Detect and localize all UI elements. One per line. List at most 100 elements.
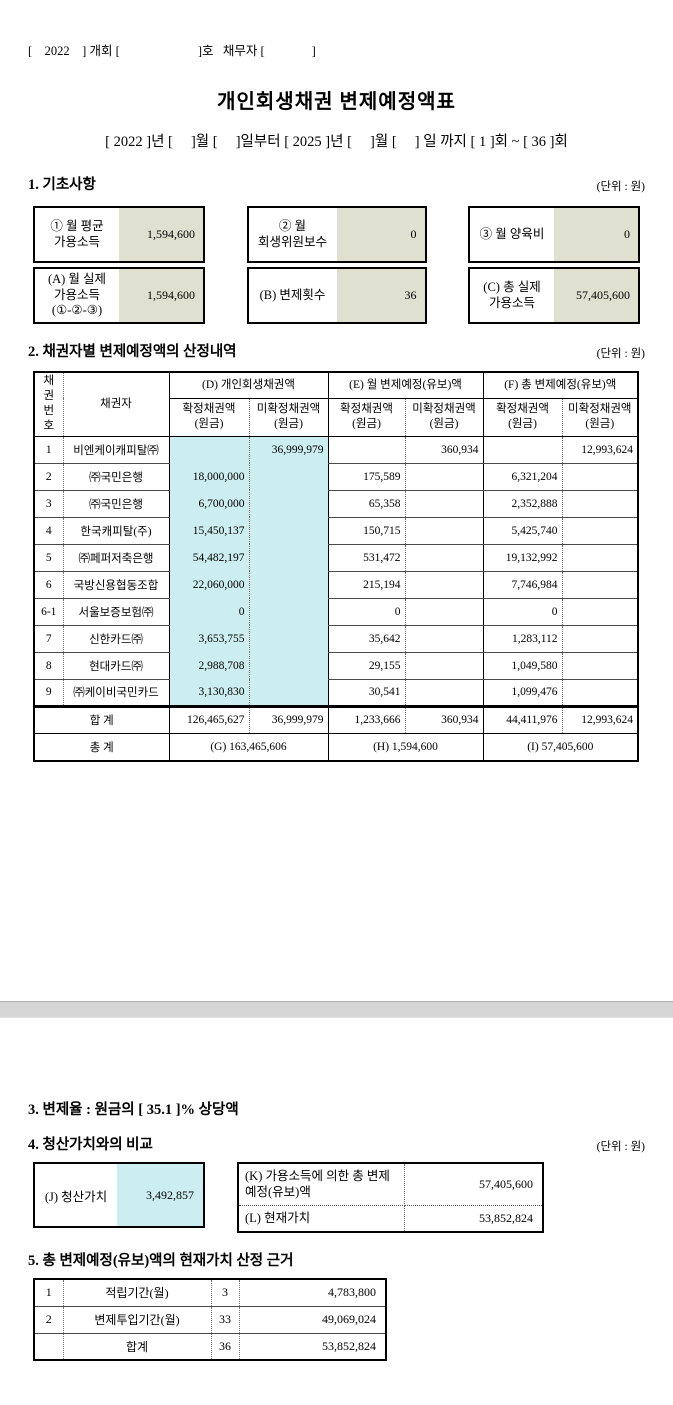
box-label: ② 월 회생위원보수 — [257, 218, 327, 249]
box-label: (B) 변제횟수 — [259, 287, 326, 302]
section4-title: 4. 청산가치와의 비교 — [28, 1137, 153, 1153]
cell-d-confirmed: 15,450,137 — [168, 517, 249, 544]
liquidation-value-box: (J) 청산가치 3,492,857 — [33, 1162, 205, 1228]
k-row: (K) 가용소득에 의한 총 변제 예정(유보)액 57,405,600 — [238, 1163, 543, 1206]
col-header-e-confirmed: 확정채권액 (원금) — [327, 398, 405, 437]
section2-header: 2. 채권자별 변제예정액의 산정내역 (단위 : 원) — [28, 340, 645, 361]
basis-label: 합계 — [62, 1333, 211, 1360]
l-label: (L) 현재가치 — [238, 1205, 405, 1232]
cell-f-unconfirmed — [561, 490, 639, 518]
section4-header: 4. 청산가치와의 비교 (단위 : 원) — [28, 1133, 645, 1154]
table-sum-row: 합 계 126,465,627 36,999,979 1,233,666 360… — [34, 704, 639, 733]
cell-creditor: 서울보증보험㈜ — [62, 598, 169, 626]
col-header-creditor: 채권자 — [62, 372, 169, 437]
box-value: 57,405,600 — [554, 269, 638, 322]
cell-d-confirmed: 54,482,197 — [168, 544, 249, 571]
section1-header: 1. 기초사항 (단위 : 원) — [28, 173, 645, 194]
box-label: (C) 총 실제 가용소득 — [483, 279, 541, 310]
cell-f-confirmed: 0 — [482, 598, 563, 626]
cell-creditor: ㈜페퍼저축은행 — [62, 544, 169, 572]
table-total-row: 총 계 (G) 163,465,606 (H) 1,594,600 (I) 57… — [34, 732, 639, 761]
cell-f-confirmed: 2,352,888 — [482, 490, 563, 518]
cell-e-unconfirmed: 360,934 — [404, 436, 484, 464]
cell-f-confirmed: 1,099,476 — [482, 679, 563, 707]
present-value-basis-table: 1 적립기간(월) 3 4,783,800 2 변제투입기간(월) 33 49,… — [33, 1278, 387, 1361]
k-value: 57,405,600 — [404, 1163, 543, 1206]
cell-creditor: 한국캐피탈(주) — [62, 517, 169, 545]
basis-no: 2 — [34, 1306, 63, 1334]
cell-e-confirmed — [327, 436, 405, 464]
cell-e-confirmed: 215,194 — [327, 571, 405, 599]
box-repayment-count: (B) 변제횟수 36 — [246, 267, 427, 324]
sum-label: 합 계 — [34, 704, 169, 733]
cell-d-unconfirmed — [248, 679, 328, 706]
cell-f-unconfirmed — [561, 679, 639, 707]
cell-f-unconfirmed — [561, 598, 639, 626]
cell-f-confirmed: 1,283,112 — [482, 625, 563, 653]
cell-creditor: 신한카드㈜ — [62, 625, 169, 653]
cell-f-confirmed: 7,746,984 — [482, 571, 563, 599]
cell-f-confirmed: 6,321,204 — [482, 463, 563, 491]
cell-e-confirmed: 150,715 — [327, 517, 405, 545]
table-row: 2 ㈜국민은행 18,000,000 175,589 6,321,204 — [34, 463, 639, 491]
table-row: 4 한국캐피탈(주) 15,450,137 150,715 5,425,740 — [34, 517, 639, 545]
cell-d-confirmed — [168, 436, 249, 463]
basis-row: 2 변제투입기간(월) 33 49,069,024 — [34, 1306, 386, 1334]
cell-f-unconfirmed: 12,993,624 — [561, 436, 639, 464]
cell-f-unconfirmed — [561, 652, 639, 680]
cell-f-unconfirmed — [561, 463, 639, 491]
section5-title: 5. 총 변제예정(유보)액의 현재가치 산정 근거 — [28, 1253, 294, 1269]
cell-f-unconfirmed — [561, 571, 639, 599]
cell-d-confirmed: 22,060,000 — [168, 571, 249, 598]
cell-creditor: ㈜국민은행 — [62, 490, 169, 518]
basis-no — [34, 1333, 63, 1360]
table-sub-header-row: 확정채권액 (원금) 미확정채권액 (원금) 확정채권액 (원금) 미확정채권액… — [34, 398, 639, 437]
box-value: 0 — [554, 208, 638, 261]
cell-e-confirmed: 30,541 — [327, 679, 405, 707]
cell-creditor: ㈜케이비국민카드 — [62, 679, 169, 707]
section1-unit-label: (단위 : 원) — [596, 181, 645, 193]
section1-title: 1. 기초사항 — [28, 177, 96, 193]
l-value: 53,852,824 — [479, 1210, 533, 1225]
table-row: 8 현대카드㈜ 2,988,708 29,155 1,049,580 — [34, 652, 639, 680]
cell-f-unconfirmed — [561, 544, 639, 572]
table-row: 6 국방신용협동조합 22,060,000 215,194 7,746,984 — [34, 571, 639, 599]
total-i: (I) 57,405,600 — [482, 732, 639, 761]
col-header-claim-no: 채권 번호 — [34, 372, 63, 437]
col-header-d-confirmed: 확정채권액 (원금) — [168, 398, 249, 437]
cell-creditor: ㈜국민은행 — [62, 463, 169, 491]
page-separator — [0, 1001, 673, 1018]
box-label: ① 월 평균 가용소득 — [50, 218, 104, 249]
cell-creditor: 비엔케이캐피탈㈜ — [62, 436, 169, 464]
basis-amount: 53,852,824 — [238, 1333, 386, 1360]
cell-f-unconfirmed — [561, 625, 639, 653]
cell-d-confirmed: 0 — [168, 598, 249, 625]
box-value: 1,594,600 — [119, 208, 203, 261]
cell-e-confirmed: 35,642 — [327, 625, 405, 653]
cell-e-unconfirmed — [404, 625, 484, 653]
basis-label: 적립기간(월) — [62, 1279, 211, 1307]
cell-no: 6 — [34, 571, 63, 599]
box-total-actual-income: (C) 총 실제 가용소득 57,405,600 — [468, 267, 640, 324]
creditor-repayment-table: 채권 번호 채권자 (D) 개인회생채권액 (E) 월 변제예정(유보)액 (F… — [33, 371, 640, 762]
cell-d-unconfirmed — [248, 517, 328, 544]
col-header-d-unconfirmed: 미확정채권액 (원금) — [248, 398, 328, 437]
col-header-f-unconfirmed: 미확정채권액 (원금) — [561, 398, 639, 437]
cell-f-confirmed — [482, 436, 563, 464]
basic-info-boxes: ① 월 평균 가용소득 1,594,600 ② 월 회생위원보수 0 ③ 월 양… — [33, 206, 640, 324]
cell-d-unconfirmed — [248, 625, 328, 652]
cell-d-unconfirmed — [248, 544, 328, 571]
col-header-f-confirmed: 확정채권액 (원금) — [482, 398, 563, 437]
cell-e-unconfirmed — [404, 598, 484, 626]
box-label: (A) 월 실제 가용소득 (①-②-③) — [47, 272, 107, 318]
box-monthly-childcare: ③ 월 양육비 0 — [468, 206, 640, 263]
cell-no: 2 — [34, 463, 63, 491]
k-label: (K) 가용소득에 의한 총 변제 예정(유보)액 — [238, 1163, 405, 1206]
cell-d-confirmed: 3,130,830 — [168, 679, 249, 706]
box-monthly-avg-income: ① 월 평균 가용소득 1,594,600 — [33, 206, 205, 263]
cell-e-unconfirmed — [404, 490, 484, 518]
basic-info-row-2: (A) 월 실제 가용소득 (①-②-③) 1,594,600 (B) 변제횟수… — [33, 267, 640, 324]
box-value: 0 — [336, 208, 425, 261]
cell-e-confirmed: 531,472 — [327, 544, 405, 572]
basis-label: 변제투입기간(월) — [62, 1306, 211, 1334]
